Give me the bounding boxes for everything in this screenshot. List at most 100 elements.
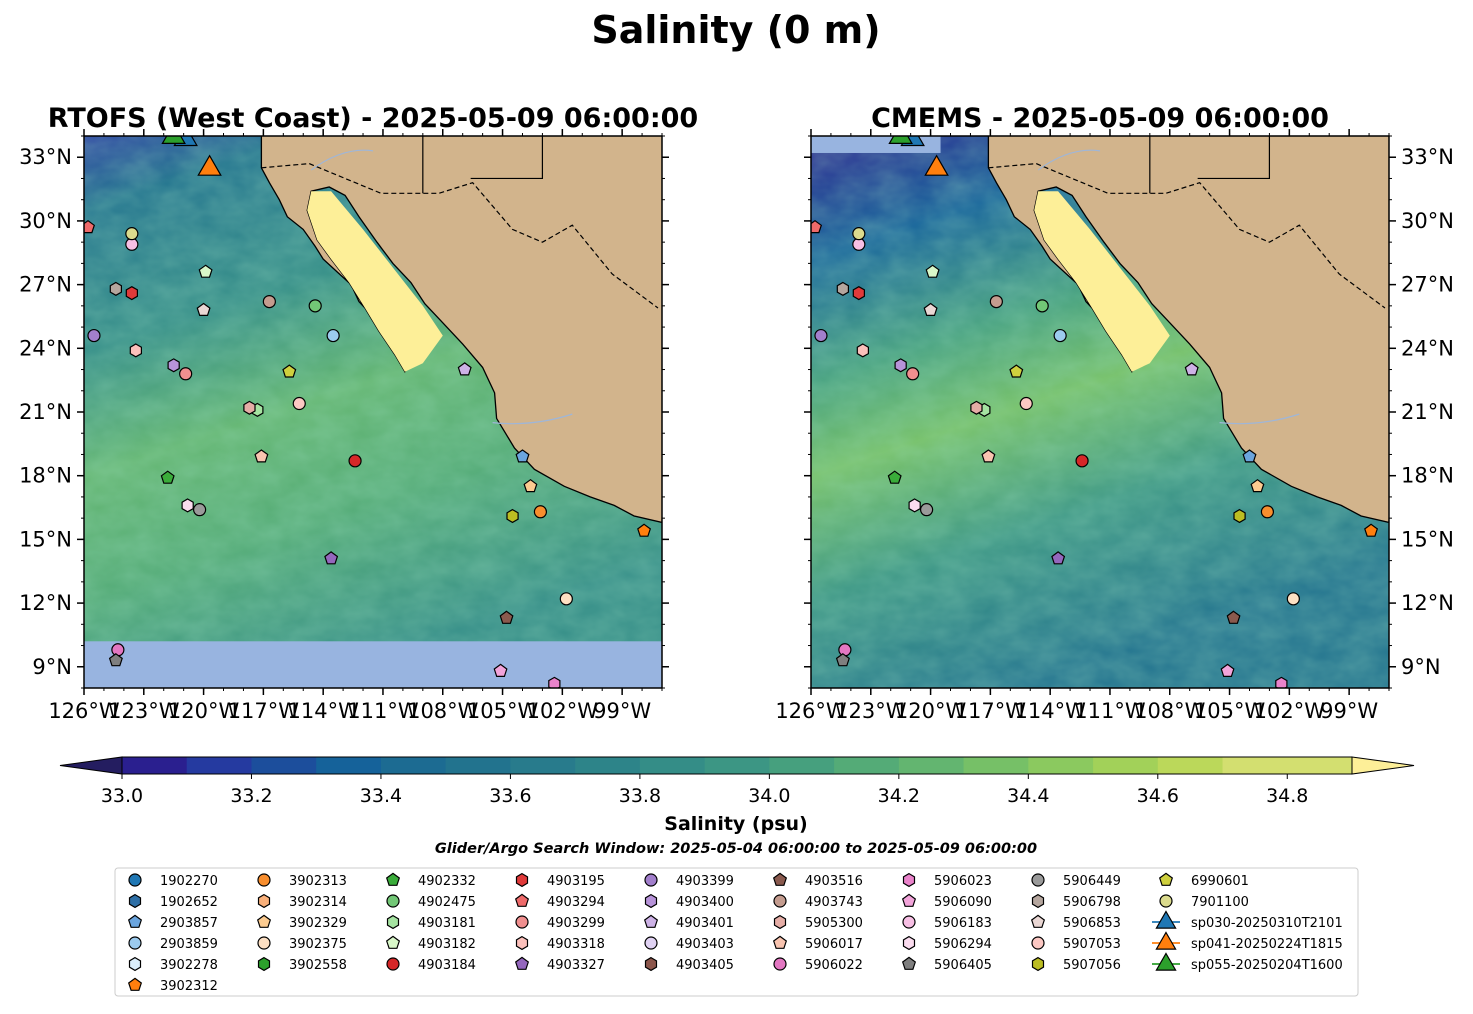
legend-entry: 4903299 [515, 915, 605, 931]
legend-entry: 2903859 [128, 936, 218, 952]
argo-float-5906798 [836, 281, 850, 296]
x-tick-label: 111°W [1074, 699, 1146, 723]
argo-float-4903184 [1075, 454, 1089, 468]
legend: 1902270 1902652 2903857 2903859 3902278 39023… [114, 867, 1359, 997]
legend-marker-4902475 [386, 894, 400, 908]
argo-float-7901100 [852, 227, 866, 241]
legend-entry: 1902270 [128, 873, 218, 889]
legend-label: 4903327 [547, 958, 605, 973]
argo-float-4903195 [852, 286, 866, 301]
y-tick-label: 18°N [19, 464, 72, 488]
colorbar-tick-label: 34.6 [1137, 785, 1179, 807]
argo-float-5906017 [981, 449, 996, 463]
legend-entry: 5906023 [902, 872, 992, 889]
legend-marker-sp041-20250224T1815 [1155, 931, 1177, 950]
ticks-rtofs: 126°W123°W120°W117°W114°W111°W108°W105°W… [19, 129, 669, 723]
legend-label: 3902375 [289, 937, 347, 952]
argo-float-5906405 [835, 653, 850, 667]
argo-float-4902475 [1035, 299, 1049, 313]
y-tick-label: 27°N [1401, 273, 1454, 297]
argo-float-5906405 [108, 653, 123, 667]
argo-float-4903299 [179, 367, 193, 381]
argo-float-1902652 [794, 268, 805, 281]
legend-entry: 5906183 [902, 915, 992, 931]
argo-float-5906090 [493, 663, 508, 678]
x-tick-label: 99°W [593, 699, 651, 723]
x-tick-label: 105°W [1194, 699, 1266, 723]
legend-marker-4903182 [385, 935, 401, 949]
legend-label: 5906405 [934, 958, 992, 973]
legend-label: 5906183 [934, 916, 992, 931]
legend-entry: 3902329 [256, 914, 347, 931]
colorbar: 33.0 33.2 33.4 33.6 33.8 34.0 34.2 34.4 34.6 34.8… [59, 756, 1415, 835]
argo-float-4903399 [87, 328, 101, 343]
legend-label: 4903403 [676, 937, 734, 952]
y-tick-label: 18°N [1401, 464, 1454, 488]
argo-float-5906449 [193, 503, 207, 517]
colorbar-bin [575, 757, 641, 774]
argo-float-4902475 [308, 299, 322, 313]
x-tick-label: 114°W [1014, 699, 1086, 723]
legend-entry: 4903743 [773, 894, 863, 910]
legend-entry: 4903195 [515, 872, 605, 889]
legend-entry: 4903401 [643, 914, 734, 931]
argo-float-7901100 [125, 227, 139, 241]
legend-label: 3902314 [289, 895, 347, 910]
legend-label: 6990601 [1191, 874, 1249, 889]
legend-entry: 5905300 [773, 914, 863, 931]
y-tick-label: 15°N [19, 527, 72, 551]
argo-float-5906023 [548, 676, 561, 688]
y-tick-label: 15°N [1401, 527, 1454, 551]
map-panel-cmems: CMEMS - 2025-05-09 06:00:00 126°W123°W12… [775, 103, 1454, 723]
legend-marker-3902329 [256, 914, 272, 928]
colorbar-bin [1222, 757, 1288, 774]
legend-marker-2903857 [127, 914, 143, 928]
colorbar-bin [963, 757, 1029, 774]
legend-label: 5906294 [934, 937, 992, 952]
legend-entry: 4903516 [772, 872, 863, 889]
legend-label: 5906017 [805, 937, 863, 952]
legend-entry: 4902332 [385, 872, 476, 889]
legend-label: 5906090 [934, 895, 992, 910]
argo-float-3902278 [67, 363, 78, 376]
y-tick-label: 12°N [19, 591, 72, 615]
legend-marker-4903399 [644, 873, 658, 887]
argo-float-4903195 [125, 286, 138, 301]
glider-sp055-20250204T1600 [161, 136, 186, 144]
legend-entry: 3902558 [257, 956, 347, 973]
legend-entry: 4903399 [644, 873, 734, 889]
argo-float-3902314 [790, 236, 801, 249]
search-window-caption: Glider/Argo Search Window: 2025-05-04 06… [435, 841, 1037, 857]
legend-entry: sp030-20250310T2101 [1152, 910, 1343, 931]
legend-label: sp041-20250224T1815 [1191, 937, 1343, 952]
colorbar-bin [251, 757, 317, 774]
argo-float-4903318 [856, 343, 870, 358]
legend-marker-6990601 [1158, 872, 1174, 886]
legend-marker-4903405 [644, 956, 658, 972]
legend-marker-5906023 [902, 872, 916, 888]
legend-entry: 5906090 [901, 893, 992, 910]
argo-float-6990601 [282, 364, 297, 378]
legend-entry: 3902278 [128, 956, 218, 973]
legend-label: 4903184 [418, 958, 476, 973]
legend-label: 4903743 [805, 895, 863, 910]
legend-entry: 3902314 [257, 893, 347, 910]
glider-sp041-20250224T1815 [197, 154, 222, 176]
legend-marker-4902332 [385, 872, 401, 886]
legend-marker-5906449 [1031, 873, 1045, 887]
x-tick-label: 126°W [48, 699, 120, 723]
argo-float-4903403 [58, 491, 70, 503]
argo-float-5907053 [292, 396, 306, 411]
legend-marker-4903299 [515, 915, 529, 929]
legend-entry: 5906017 [772, 935, 863, 952]
colorbar-tick-label: 34.2 [878, 785, 920, 807]
argo-float-5905300 [243, 400, 256, 415]
panel-title-rtofs: RTOFS (West Coast) - 2025-05-09 06:00:00 [48, 103, 698, 134]
argo-float-3902278 [794, 363, 805, 376]
x-tick-label: 117°W [955, 699, 1027, 723]
colorbar-bin [769, 757, 835, 774]
argo-float-4903516 [1226, 610, 1241, 624]
legend-entry: 5907056 [1031, 956, 1121, 973]
legend-label: 5906798 [1063, 895, 1121, 910]
legend-entry: 4903327 [514, 956, 605, 973]
